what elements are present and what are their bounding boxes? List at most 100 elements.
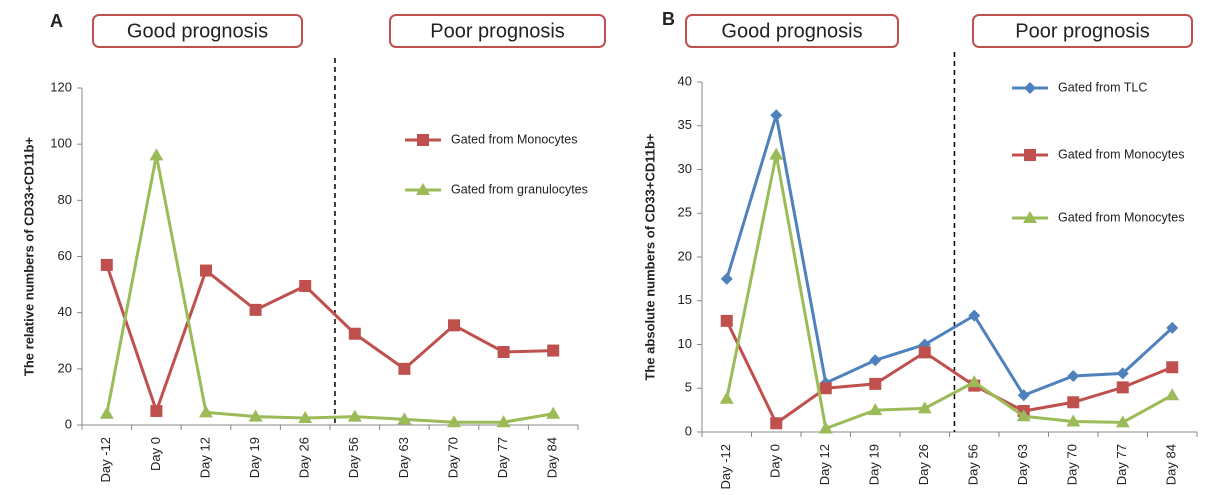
data-point <box>770 417 783 430</box>
y-tick-label: 40 <box>678 73 692 88</box>
header-text: Good prognosis <box>721 20 862 42</box>
x-tick-label: Day 56 <box>346 437 361 478</box>
legend-marker <box>1024 82 1036 94</box>
data-point <box>199 405 213 418</box>
data-point <box>719 391 734 404</box>
panel-label: A <box>50 11 63 31</box>
data-point <box>1115 415 1130 428</box>
x-tick-label: Day 0 <box>768 444 783 478</box>
data-point <box>818 421 833 434</box>
data-point <box>1116 381 1129 394</box>
x-tick-label: Day 70 <box>445 437 460 478</box>
y-tick-label: 80 <box>58 192 72 207</box>
legend-label: Gated from Monocytes <box>451 132 577 146</box>
y-axis-label: The absolute numbers of CD33+CD11b+ <box>642 133 657 380</box>
data-point <box>869 354 882 367</box>
data-point <box>398 362 411 375</box>
legend-label: Gated from granulocytes <box>451 182 588 196</box>
data-point <box>150 404 163 417</box>
data-point <box>917 401 932 414</box>
x-tick-label: Day 26 <box>916 444 931 485</box>
header-box <box>389 14 606 48</box>
y-tick-label: 0 <box>65 416 72 431</box>
legend-label: Gated from TLC <box>1058 80 1147 94</box>
data-point <box>496 415 511 428</box>
data-point <box>448 319 460 332</box>
series-line <box>725 154 1173 431</box>
data-point <box>149 148 164 161</box>
panel-label: B <box>662 9 675 29</box>
y-tick-label: 15 <box>678 292 692 307</box>
x-tick-label: Day 12 <box>197 437 212 478</box>
data-point <box>397 412 412 425</box>
y-tick-label: 60 <box>58 248 72 263</box>
series-line <box>105 155 554 424</box>
x-tick-label: Day 19 <box>247 437 262 478</box>
x-tick-label: Day 12 <box>817 444 832 485</box>
data-point <box>1067 396 1080 409</box>
data-point <box>868 403 883 416</box>
y-tick-label: 35 <box>678 117 692 132</box>
y-tick-label: 20 <box>58 360 72 375</box>
y-tick-label: 25 <box>678 205 692 220</box>
data-point <box>1166 321 1179 334</box>
data-point <box>1166 361 1179 374</box>
x-tick-label: Day 0 <box>148 437 163 471</box>
legend-marker <box>1023 211 1037 223</box>
x-tick-label: Day 63 <box>396 437 411 478</box>
data-point <box>200 264 212 277</box>
header-box <box>685 14 899 48</box>
data-point <box>1066 414 1081 427</box>
header-text: Good prognosis <box>127 20 268 42</box>
y-tick-label: 0 <box>685 423 692 438</box>
data-point <box>249 303 262 316</box>
x-tick-label: Day 77 <box>1114 444 1129 485</box>
header-text: Poor prognosis <box>1015 20 1150 42</box>
x-tick-label: Day 26 <box>297 437 312 478</box>
series-line <box>725 320 1173 426</box>
x-tick-label: Day 84 <box>1164 444 1179 485</box>
series-line <box>105 264 554 416</box>
data-point <box>99 406 114 419</box>
x-tick-label: Day 63 <box>1015 444 1030 485</box>
data-point <box>1165 388 1180 401</box>
x-tick-label: Day 56 <box>966 444 981 485</box>
data-point <box>447 415 461 428</box>
y-axis-label: The relative numbers of CD33+CD11b+ <box>21 137 36 377</box>
data-point <box>348 327 361 340</box>
x-tick-label: Day 19 <box>867 444 882 485</box>
header-box <box>92 14 303 48</box>
data-point <box>1067 370 1080 382</box>
x-tick-label: Day -12 <box>98 437 113 483</box>
y-tick-label: 120 <box>50 79 72 94</box>
data-point <box>1017 389 1030 402</box>
data-point <box>347 409 362 422</box>
legend-marker <box>416 183 430 195</box>
data-point <box>1016 409 1031 422</box>
data-point <box>720 272 733 285</box>
legend-marker <box>417 134 429 146</box>
y-tick-label: 40 <box>58 304 72 319</box>
data-point <box>299 279 312 292</box>
y-tick-label: 20 <box>678 248 692 263</box>
legend-label: Gated from Monocytes <box>1058 210 1184 224</box>
data-point <box>547 344 560 357</box>
data-point <box>248 409 263 422</box>
x-tick-label: Day 84 <box>545 437 560 478</box>
legend-marker <box>1024 149 1036 161</box>
series-line <box>725 114 1174 398</box>
data-point <box>819 382 832 395</box>
data-point <box>100 258 113 271</box>
y-tick-label: 30 <box>678 161 692 176</box>
data-point <box>497 345 510 358</box>
data-point <box>967 375 982 388</box>
x-tick-label: Day 70 <box>1065 444 1080 485</box>
x-tick-label: Day -12 <box>718 444 733 490</box>
data-point <box>298 410 313 423</box>
x-tick-label: Day 77 <box>495 437 510 478</box>
data-point <box>769 147 784 160</box>
data-point <box>918 346 931 359</box>
data-point <box>770 109 783 122</box>
data-point <box>720 314 733 327</box>
